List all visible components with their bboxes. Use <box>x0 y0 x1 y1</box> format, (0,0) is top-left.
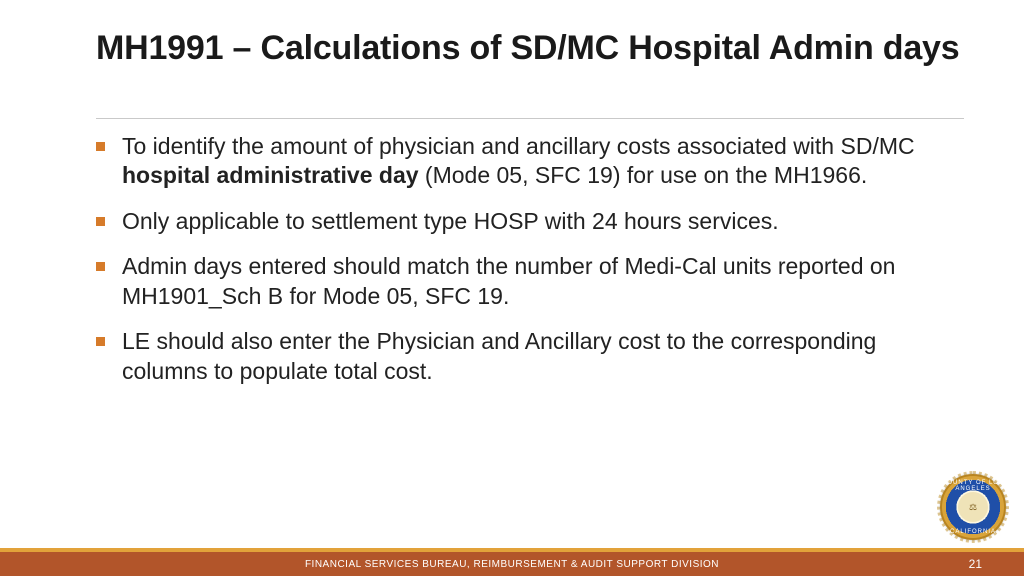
bullet-item: LE should also enter the Physician and A… <box>96 327 954 386</box>
bullet-list: To identify the amount of physician and … <box>96 132 954 402</box>
page-number: 21 <box>969 557 982 571</box>
county-seal-icon: COUNTY OF LOS ANGELES CALIFORNIA ⚖ <box>940 474 1006 540</box>
bullet-text: (Mode 05, SFC 19) for use on the MH1966. <box>419 162 868 188</box>
footer-text: FINANCIAL SERVICES BUREAU, REIMBURSEMENT… <box>0 559 1024 570</box>
title-divider <box>96 118 964 119</box>
seal-bottom-text: CALIFORNIA <box>940 529 1006 535</box>
slide: MH1991 – Calculations of SD/MC Hospital … <box>0 0 1024 576</box>
seal-top-text: COUNTY OF LOS ANGELES <box>940 480 1006 492</box>
bullet-text: LE should also enter the Physician and A… <box>122 328 876 383</box>
seal-glyph: ⚖ <box>958 492 988 522</box>
footer-bar: FINANCIAL SERVICES BUREAU, REIMBURSEMENT… <box>0 548 1024 576</box>
bullet-text-bold: hospital administrative day <box>122 162 419 188</box>
bullet-text: To identify the amount of physician and … <box>122 133 915 159</box>
bullet-text: Admin days entered should match the numb… <box>122 253 895 308</box>
bullet-item: Only applicable to settlement type HOSP … <box>96 207 954 236</box>
bullet-item: To identify the amount of physician and … <box>96 132 954 191</box>
bullet-text: Only applicable to settlement type HOSP … <box>122 208 779 234</box>
bullet-item: Admin days entered should match the numb… <box>96 252 954 311</box>
slide-title: MH1991 – Calculations of SD/MC Hospital … <box>96 28 964 68</box>
